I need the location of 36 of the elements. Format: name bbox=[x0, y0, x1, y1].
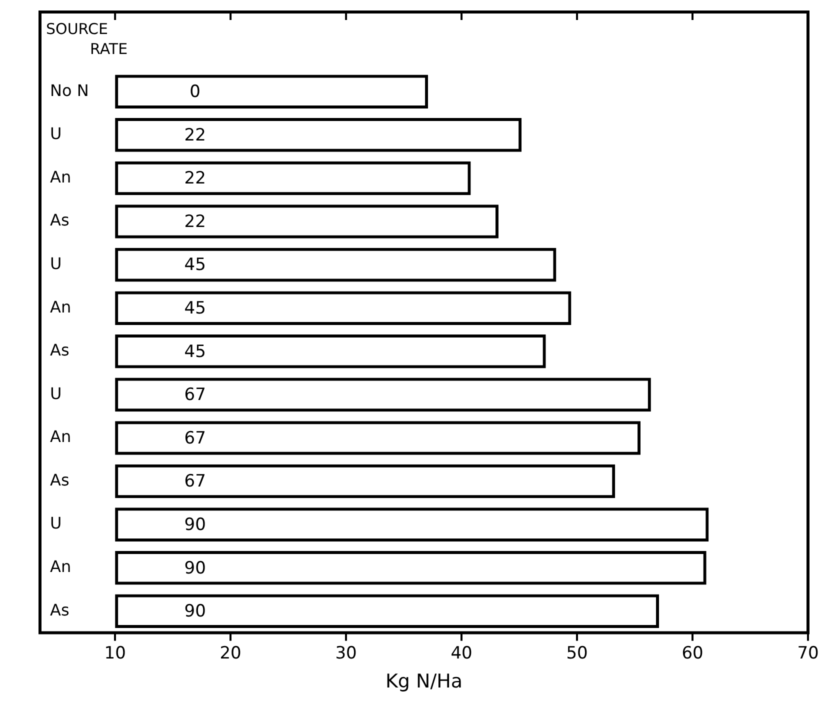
annotation: 22 bbox=[184, 168, 206, 189]
y-tick-label: No N bbox=[50, 80, 89, 100]
y-tick-label: An bbox=[50, 167, 72, 186]
x-tick-label: 40 bbox=[450, 643, 472, 664]
annotation: 90 bbox=[184, 514, 206, 535]
annotation: 45 bbox=[184, 342, 206, 362]
text: RATE bbox=[90, 40, 128, 58]
annotation: 90 bbox=[184, 558, 206, 578]
x-tick-label: 70 bbox=[797, 643, 819, 664]
x-tick-label: 10 bbox=[104, 643, 126, 664]
x-tick-label: 50 bbox=[566, 643, 588, 664]
text: SOURCE bbox=[46, 20, 108, 38]
y-tick-label: An bbox=[50, 297, 72, 316]
y-tick-label: As bbox=[50, 470, 70, 490]
x-tick-label: 30 bbox=[335, 643, 357, 664]
x-tick-label: 20 bbox=[220, 643, 242, 664]
y-tick-label: U bbox=[50, 384, 62, 403]
annotation: 45 bbox=[184, 255, 206, 276]
annotation: 0 bbox=[190, 82, 200, 102]
annotation: 22 bbox=[184, 212, 206, 232]
x-tick-label: 60 bbox=[682, 643, 704, 664]
x-axis-title: Kg N/Ha bbox=[385, 670, 463, 693]
y-tick-label: U bbox=[50, 254, 62, 273]
annotation: 67 bbox=[184, 428, 206, 448]
annotation: 67 bbox=[184, 385, 206, 406]
annotation: 90 bbox=[184, 602, 206, 622]
annotation: 22 bbox=[184, 125, 206, 146]
y-tick-label: An bbox=[50, 557, 72, 576]
y-tick-label: As bbox=[50, 210, 70, 230]
annotation: 67 bbox=[184, 472, 206, 492]
y-tick-label: An bbox=[50, 427, 72, 446]
y-tick-label: As bbox=[50, 600, 70, 620]
y-tick-label: As bbox=[50, 340, 70, 360]
y-tick-label: U bbox=[50, 124, 62, 144]
annotation: 45 bbox=[184, 298, 206, 319]
y-tick-label: U bbox=[50, 514, 62, 533]
